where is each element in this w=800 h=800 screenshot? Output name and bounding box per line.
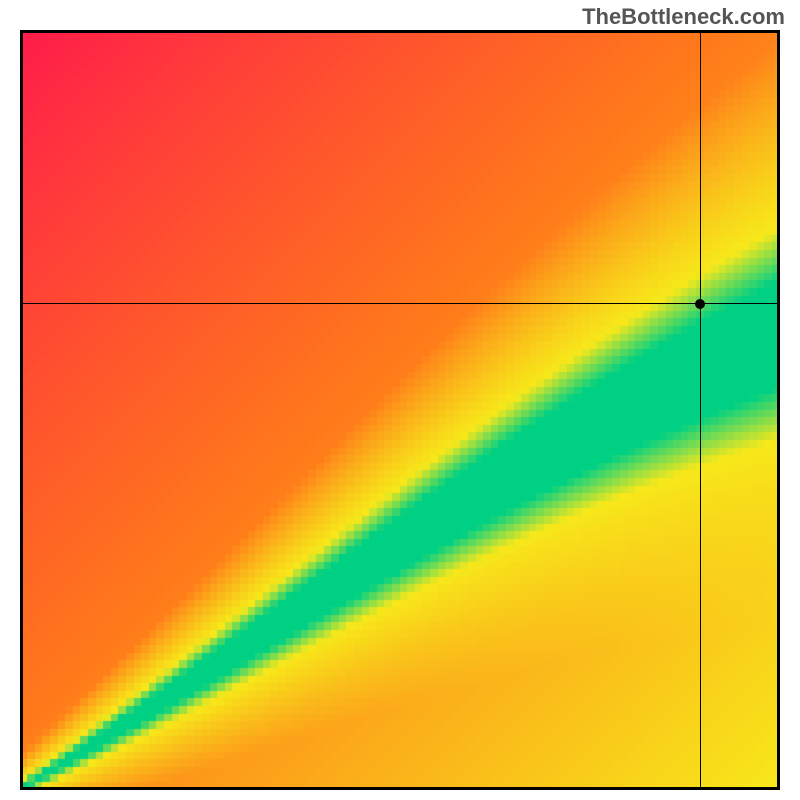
crosshair-vertical — [700, 30, 701, 790]
crosshair-marker — [695, 299, 705, 309]
chart-container: TheBottleneck.com — [0, 0, 800, 800]
watermark-text: TheBottleneck.com — [582, 4, 785, 30]
crosshair-horizontal — [20, 303, 780, 304]
heatmap-canvas — [20, 30, 780, 790]
